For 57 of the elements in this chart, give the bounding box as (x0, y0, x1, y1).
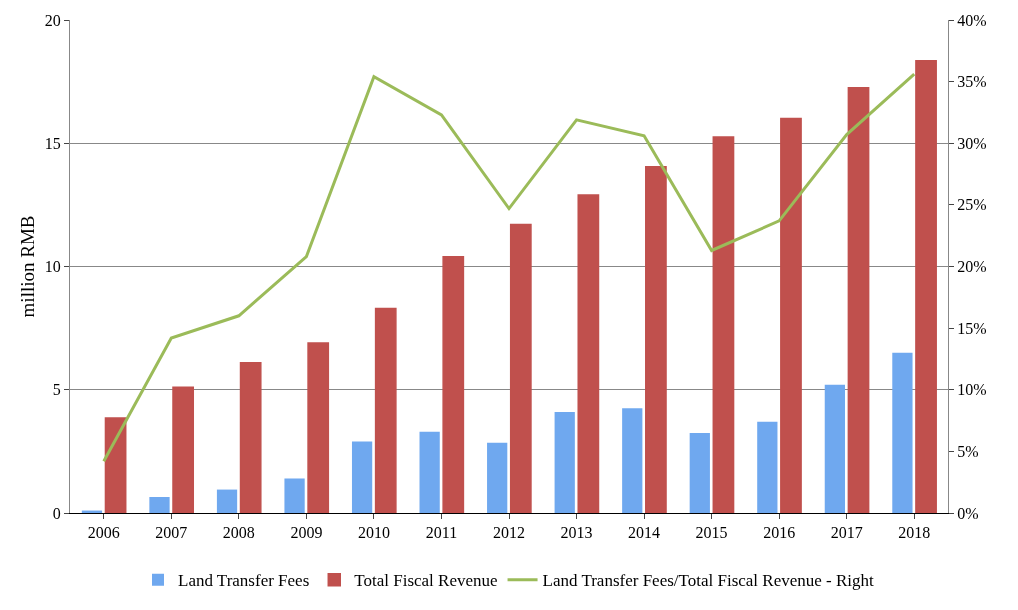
bar (689, 432, 710, 513)
bar (554, 411, 575, 513)
x-tick-label: 2018 (898, 524, 931, 542)
y2-tick-label: 20% (957, 258, 987, 276)
bar (577, 194, 600, 513)
bar (351, 441, 373, 513)
bar (104, 417, 127, 513)
bar (847, 87, 870, 513)
bar (374, 307, 397, 513)
y-tick-label: 15 (44, 134, 61, 152)
bar (172, 386, 195, 513)
y2-tick-label: 0% (957, 504, 979, 522)
y-tick-label: 0 (52, 504, 61, 522)
x-tick-label: 2015 (695, 524, 728, 542)
x-tick-label: 2012 (493, 524, 525, 542)
x-tick-label: 2013 (560, 524, 593, 542)
y2-tick-label: 5% (957, 442, 979, 460)
x-tick-label: 2007 (155, 524, 188, 542)
line-series (102, 72, 916, 463)
bar (487, 442, 508, 513)
bar (892, 352, 913, 513)
y2-tick-label: 25% (957, 196, 987, 214)
x-tick-label: 2008 (222, 524, 255, 542)
bar (419, 431, 440, 513)
bar (645, 165, 667, 513)
x-tick-label: 2009 (290, 524, 323, 542)
x-tick-label: 2017 (830, 524, 863, 542)
y2-tick-label: 40% (957, 11, 987, 29)
y2-tick-label: 10% (957, 381, 987, 399)
y-axis-title: million RMB (16, 215, 38, 318)
bar (622, 408, 643, 513)
bar (149, 496, 170, 513)
bar (307, 342, 330, 513)
bar (824, 384, 845, 513)
bar (239, 361, 262, 513)
x-tick-label: 2014 (628, 524, 661, 542)
x-tick-label: 2016 (763, 524, 796, 542)
x-tick-label: 2011 (425, 524, 458, 542)
legend-label: Total Fiscal Revenue (354, 571, 498, 591)
y-tick-label: 5 (52, 381, 61, 399)
bar (216, 489, 238, 513)
y2-tick-label: 15% (957, 319, 987, 337)
bar (712, 136, 735, 513)
y2-tick-label: 30% (957, 134, 987, 152)
bar (780, 117, 802, 513)
x-tick-label: 2010 (357, 524, 390, 542)
bar (509, 223, 532, 513)
y2-tick-label: 35% (957, 73, 987, 91)
y-tick-label: 20 (44, 11, 61, 29)
y-tick-label: 10 (44, 258, 61, 276)
bar (284, 478, 305, 513)
legend-label: Land Transfer Fees (178, 571, 310, 591)
bar (442, 255, 465, 513)
bar (757, 421, 778, 513)
legend-label: Land Transfer Fees/Total Fiscal Revenue - Right (542, 571, 875, 591)
bar (915, 59, 937, 513)
x-tick-label: 2006 (87, 524, 120, 542)
